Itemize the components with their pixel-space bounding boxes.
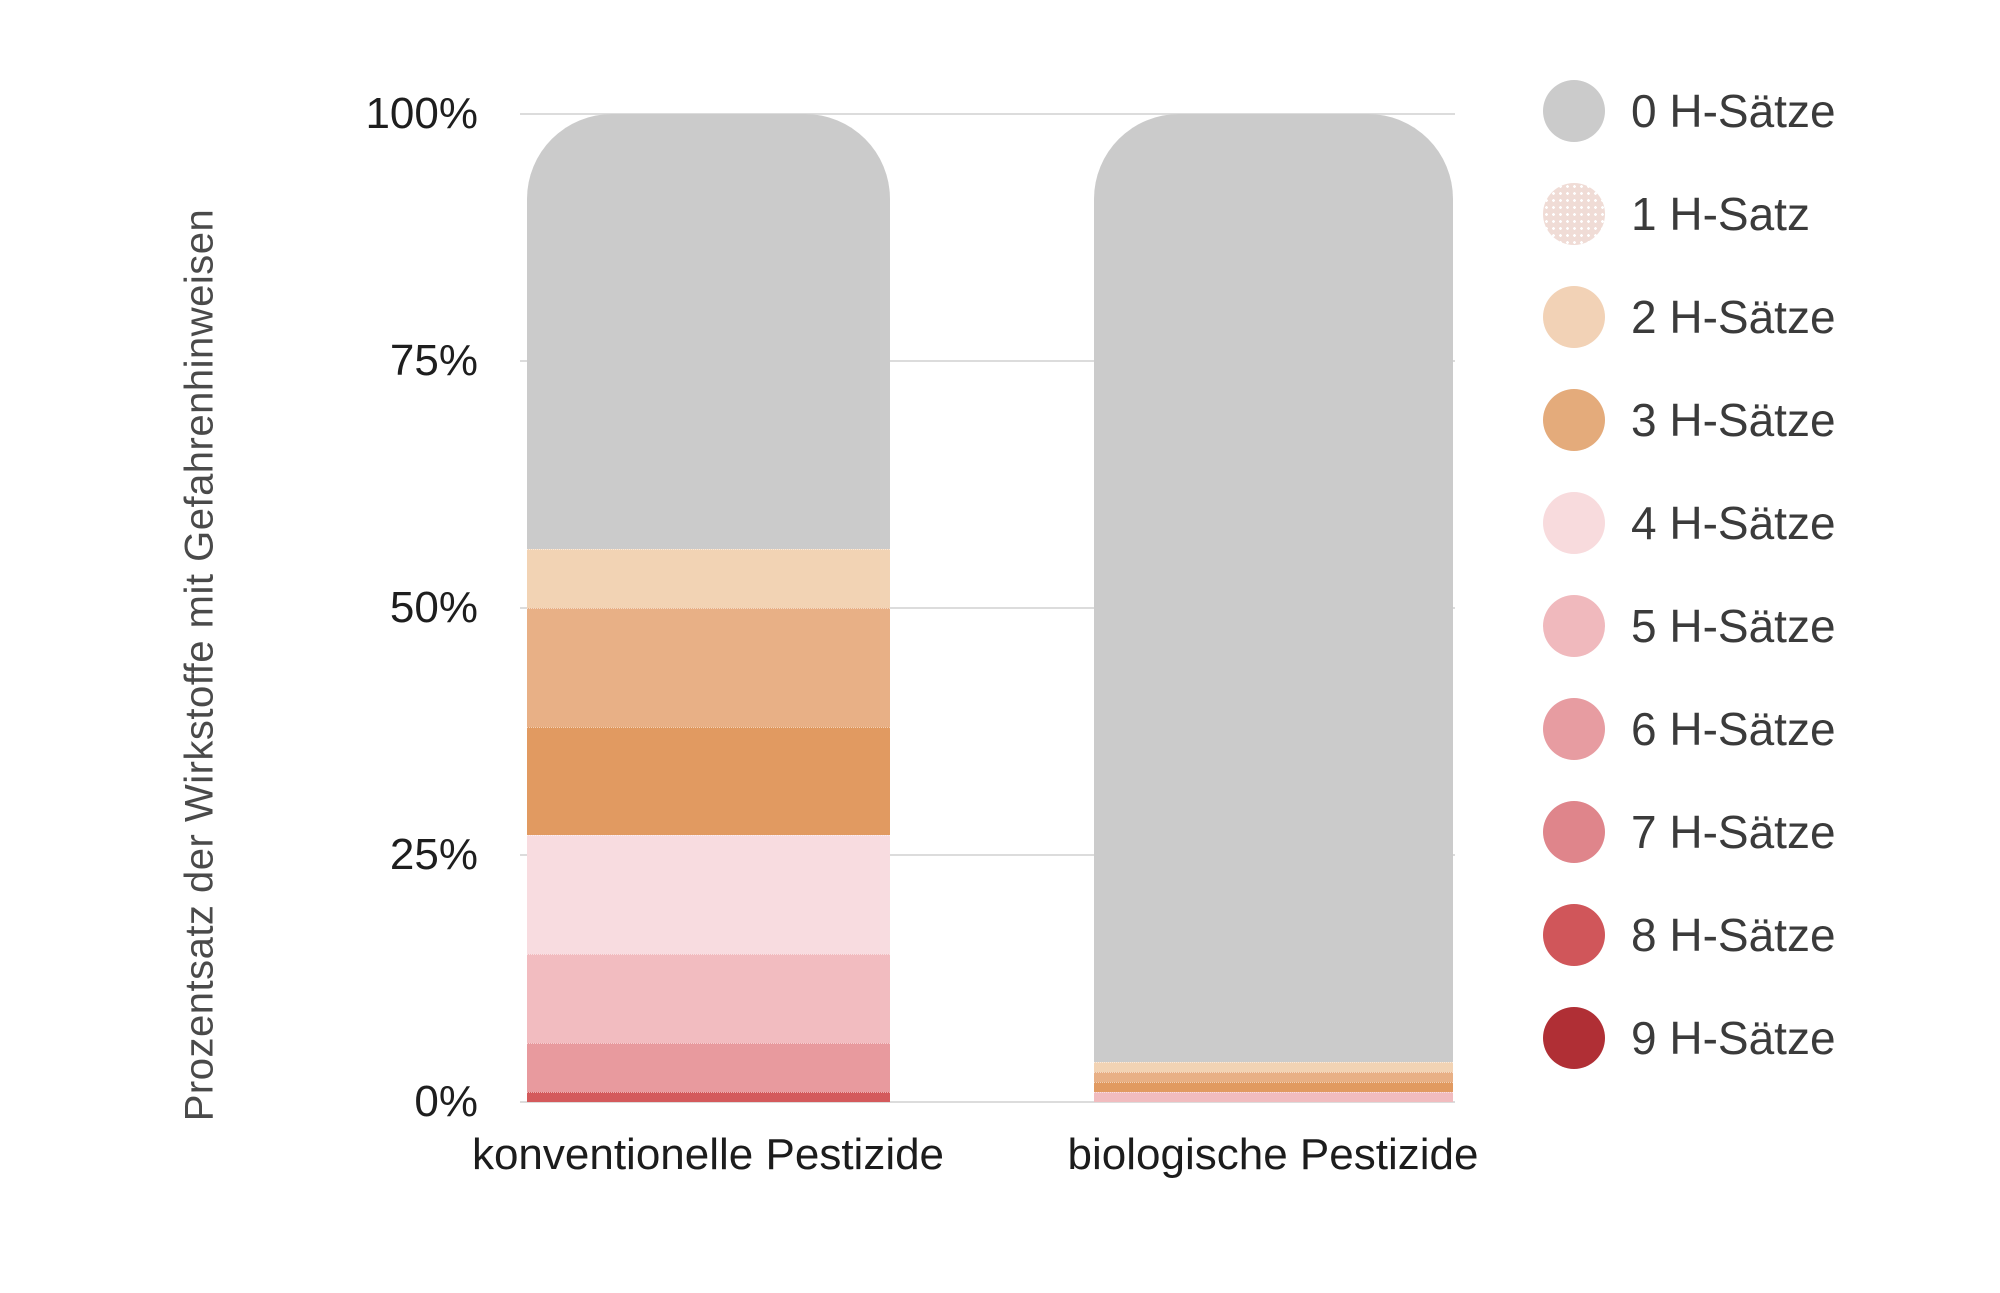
bar-segment-0-h-sätze — [527, 114, 890, 549]
x-category-label-0: konventionelle Pestizide — [471, 1130, 945, 1179]
x-category-label-1: biologische Pestizide — [1067, 1130, 1479, 1179]
bar-segment-5-h-sätze — [527, 953, 890, 1043]
gridline-50 — [520, 607, 1455, 609]
bar-segment-6-h-sätze — [527, 1042, 890, 1093]
legend-swatch-icon — [1543, 800, 1605, 863]
legend-swatch-icon — [1543, 79, 1605, 142]
legend-label: 1 H-Satz — [1631, 187, 1810, 240]
legend-label: 9 H-Sätze — [1631, 1011, 1836, 1064]
bar-segment-1-h-satz — [527, 548, 890, 608]
legend-label: 7 H-Sätze — [1631, 805, 1836, 858]
legend-label: 3 H-Sätze — [1631, 393, 1836, 446]
legend-swatch-icon — [1543, 1006, 1605, 1069]
legend-swatch-icon — [1543, 903, 1605, 966]
gridline-100 — [520, 113, 1455, 115]
y-tick-0: 0% — [414, 1077, 478, 1126]
bar-segment-4-h-sätze — [527, 835, 890, 954]
legend-item-1-h-satz: 1 H-Satz — [1543, 162, 1810, 265]
legend-label: 8 H-Sätze — [1631, 908, 1836, 961]
legend-swatch-icon — [1543, 491, 1605, 554]
legend-item-2-h-sätze: 2 H-Sätze — [1543, 265, 1836, 368]
y-tick-100: 100% — [365, 89, 478, 138]
bar-segment-2-h-sätze — [1094, 1072, 1453, 1083]
legend-label: 0 H-Sätze — [1631, 84, 1836, 137]
legend-label: 5 H-Sätze — [1631, 599, 1836, 652]
legend-label: 6 H-Sätze — [1631, 702, 1836, 755]
y-tick-25: 25% — [389, 830, 478, 879]
bar-segment-3-h-sätze — [527, 726, 890, 836]
plot-area — [520, 113, 1455, 1103]
bar-segment-2-h-sätze — [527, 607, 890, 727]
legend-swatch-icon — [1543, 594, 1605, 657]
legend-label: 4 H-Sätze — [1631, 496, 1836, 549]
legend-item-7-h-sätze: 7 H-Sätze — [1543, 780, 1836, 883]
gridline-75 — [520, 360, 1455, 362]
legend-item-9-h-sätze: 9 H-Sätze — [1543, 986, 1836, 1089]
legend-swatch-icon — [1543, 697, 1605, 760]
y-tick-50: 50% — [389, 583, 478, 632]
stacked-bar-biologisch — [1094, 114, 1453, 1102]
bar-segment-1-h-satz — [1094, 1062, 1453, 1073]
bar-segment-4-h-sätze — [1094, 1092, 1453, 1102]
legend-item-8-h-sätze: 8 H-Sätze — [1543, 883, 1836, 986]
legend-label: 2 H-Sätze — [1631, 290, 1836, 343]
stacked-bar-konventionell — [527, 114, 890, 1102]
legend-item-6-h-sätze: 6 H-Sätze — [1543, 677, 1836, 780]
legend-swatch-icon — [1543, 182, 1605, 245]
gridline-25 — [520, 854, 1455, 856]
gridline-0 — [520, 1101, 1455, 1103]
bar-segment-3-h-sätze — [1094, 1082, 1453, 1093]
y-axis-title: Prozentsatz der Wirkstoffe mit Gefahrenh… — [177, 208, 222, 1122]
legend-item-4-h-sätze: 4 H-Sätze — [1543, 471, 1836, 574]
legend-item-5-h-sätze: 5 H-Sätze — [1543, 574, 1836, 677]
bar-segment-0-h-sätze — [1094, 114, 1453, 1063]
legend-swatch-icon — [1543, 285, 1605, 348]
legend-item-0-h-sätze: 0 H-Sätze — [1543, 59, 1836, 162]
y-tick-75: 75% — [389, 336, 478, 385]
bar-segment-7-h-sätze — [527, 1092, 890, 1102]
legend-swatch-icon — [1543, 388, 1605, 451]
legend-item-3-h-sätze: 3 H-Sätze — [1543, 368, 1836, 471]
